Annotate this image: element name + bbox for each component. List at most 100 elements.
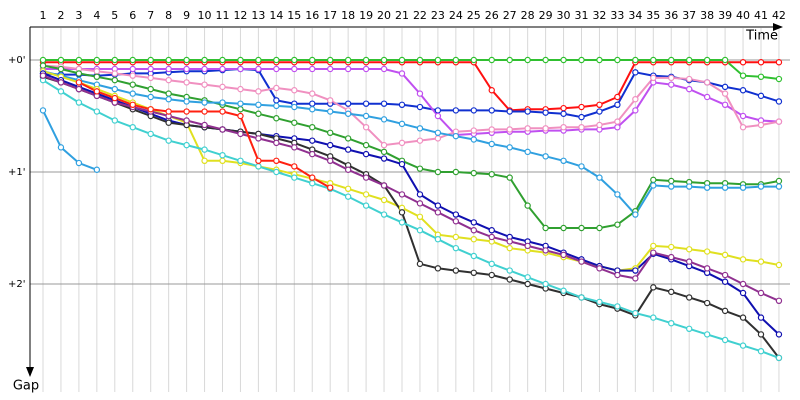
point <box>596 224 603 232</box>
point <box>524 56 531 64</box>
point <box>255 135 262 142</box>
point <box>560 123 567 131</box>
point <box>596 265 603 272</box>
point <box>219 83 226 91</box>
point <box>470 169 477 177</box>
point <box>434 235 442 243</box>
point <box>614 271 621 279</box>
point <box>380 148 388 156</box>
point <box>775 297 783 304</box>
point <box>201 56 208 64</box>
point <box>614 93 621 101</box>
point <box>219 65 226 73</box>
point <box>201 146 208 153</box>
point <box>416 125 424 132</box>
point <box>93 108 101 115</box>
point <box>668 177 675 185</box>
point <box>416 90 424 97</box>
point <box>93 166 101 173</box>
x-tick-label: 16 <box>305 9 319 22</box>
point <box>362 202 370 209</box>
point <box>703 184 711 191</box>
point <box>165 119 172 126</box>
point <box>57 144 65 151</box>
point <box>129 81 136 88</box>
point <box>721 56 729 64</box>
point <box>291 103 298 111</box>
point <box>578 294 585 301</box>
x-tick-label: 4 <box>93 9 100 22</box>
point <box>757 92 765 100</box>
point <box>416 103 424 111</box>
point <box>183 98 190 105</box>
x-tick-label: 15 <box>287 9 301 22</box>
x-tick-label: 39 <box>718 9 732 22</box>
point <box>703 93 711 101</box>
point <box>757 258 765 265</box>
x-tick-label: 11 <box>216 9 230 22</box>
point <box>524 148 531 156</box>
x-tick-label: 18 <box>341 9 355 22</box>
point <box>362 56 370 64</box>
point <box>542 247 549 254</box>
point <box>686 183 693 190</box>
point <box>183 79 190 86</box>
point <box>39 56 47 64</box>
point <box>75 70 83 77</box>
point <box>650 74 657 82</box>
point <box>542 56 549 64</box>
point <box>739 256 747 263</box>
x-tick-label: 42 <box>772 9 786 22</box>
point <box>488 233 495 241</box>
point <box>721 90 729 97</box>
point <box>470 136 477 143</box>
point <box>201 121 208 129</box>
y-tick-label: +2' <box>8 279 26 290</box>
point <box>578 258 585 265</box>
point <box>632 69 639 76</box>
point <box>434 112 442 120</box>
x-tick-label: 1 <box>40 9 47 22</box>
point <box>237 56 244 64</box>
point <box>632 95 639 103</box>
point <box>452 218 460 225</box>
point <box>327 65 334 73</box>
point <box>757 183 765 190</box>
point <box>434 265 442 272</box>
point <box>650 56 657 64</box>
x-tick-label: 2 <box>57 9 64 22</box>
point <box>560 287 567 294</box>
point <box>668 56 675 64</box>
point <box>560 251 567 259</box>
point <box>219 56 226 64</box>
point <box>703 79 711 86</box>
point <box>273 157 280 164</box>
point <box>578 113 585 121</box>
point <box>668 74 675 82</box>
point <box>111 94 119 102</box>
point <box>721 278 729 285</box>
point <box>434 135 442 142</box>
series-line <box>42 75 780 359</box>
point <box>452 267 460 274</box>
point <box>721 307 729 315</box>
point <box>757 121 765 129</box>
x-tick-label: 25 <box>467 9 481 22</box>
point <box>703 56 711 64</box>
point <box>183 141 190 149</box>
point <box>219 151 226 159</box>
point <box>524 242 531 250</box>
point <box>488 271 495 279</box>
point <box>452 233 460 241</box>
point <box>291 119 298 126</box>
point <box>93 73 101 81</box>
point <box>757 331 765 338</box>
point <box>147 130 154 138</box>
point <box>39 107 47 114</box>
point <box>183 108 190 115</box>
point <box>452 132 460 140</box>
point <box>111 70 119 77</box>
point <box>398 191 406 198</box>
point <box>344 56 352 64</box>
x-tick-label: 29 <box>539 9 553 22</box>
